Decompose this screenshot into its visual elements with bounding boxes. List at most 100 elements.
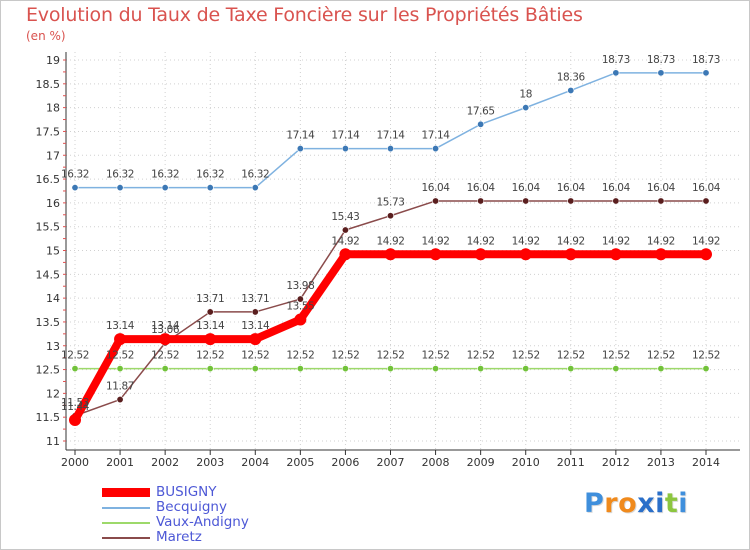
data-label-vaux-andigny: 12.52 bbox=[196, 350, 224, 362]
x-tick-label: 2005 bbox=[286, 456, 314, 469]
logo-letter: r bbox=[604, 488, 619, 519]
data-label-maretz: 15.73 bbox=[376, 197, 404, 209]
legend-swatch bbox=[102, 488, 150, 497]
data-point-maretz bbox=[522, 197, 530, 205]
data-point-busigny bbox=[339, 248, 352, 261]
data-point-busigny bbox=[700, 248, 712, 261]
y-tick-label: 19 bbox=[46, 54, 60, 67]
data-label-busigny: 13.14 bbox=[106, 320, 135, 332]
x-tick-label: 2012 bbox=[602, 456, 630, 469]
data-label-maretz: 16.04 bbox=[422, 182, 451, 194]
data-point-vaux-andigny bbox=[161, 365, 169, 373]
x-tick-label: 2011 bbox=[557, 456, 585, 469]
data-point-busigny bbox=[204, 333, 217, 346]
data-label-maretz: 13.71 bbox=[196, 293, 224, 305]
data-label-maretz: 16.04 bbox=[557, 182, 586, 194]
data-point-busigny bbox=[114, 333, 127, 346]
data-point-becquigny bbox=[477, 120, 485, 128]
data-point-vaux-andigny bbox=[612, 365, 620, 373]
data-point-becquigny bbox=[432, 145, 440, 153]
x-tick-label: 2014 bbox=[692, 456, 720, 469]
x-tick-label: 2001 bbox=[106, 456, 134, 469]
legend-label: Maretz bbox=[156, 529, 202, 545]
proxiti-logo: Proxiti bbox=[584, 488, 688, 519]
data-label-becquigny: 18.73 bbox=[602, 54, 630, 66]
data-point-busigny bbox=[69, 414, 81, 427]
data-label-becquigny: 16.32 bbox=[151, 169, 179, 181]
data-point-busigny bbox=[609, 248, 622, 261]
data-point-vaux-andigny bbox=[251, 365, 259, 373]
data-label-maretz: 13.71 bbox=[241, 293, 269, 305]
data-label-maretz: 13.06 bbox=[151, 324, 180, 336]
data-label-busigny: 13.14 bbox=[241, 320, 270, 332]
y-tick-label: 11 bbox=[46, 435, 60, 448]
data-label-vaux-andigny: 12.52 bbox=[331, 350, 359, 362]
legend-label: Vaux-Andigny bbox=[156, 514, 249, 530]
x-tick-label: 2002 bbox=[151, 456, 179, 469]
data-label-maretz: 16.04 bbox=[647, 182, 676, 194]
data-label-vaux-andigny: 12.52 bbox=[647, 350, 675, 362]
data-label-busigny: 14.92 bbox=[647, 235, 675, 247]
data-point-becquigny bbox=[116, 184, 124, 192]
data-point-vaux-andigny bbox=[71, 365, 79, 373]
legend-swatch bbox=[102, 521, 150, 524]
data-label-becquigny: 16.32 bbox=[196, 169, 224, 181]
data-point-maretz bbox=[206, 308, 214, 316]
data-label-vaux-andigny: 12.52 bbox=[602, 350, 630, 362]
data-label-vaux-andigny: 12.52 bbox=[512, 350, 540, 362]
y-tick-label: 13.5 bbox=[36, 316, 61, 329]
y-tick-label: 14 bbox=[46, 292, 60, 305]
data-label-becquigny: 16.32 bbox=[241, 169, 269, 181]
data-point-maretz bbox=[386, 212, 394, 220]
data-label-maretz: 11.53 bbox=[61, 397, 89, 409]
y-tick-label: 12.5 bbox=[36, 364, 61, 377]
legend-item: Vaux-Andigny bbox=[102, 515, 249, 530]
legend-label: Becquigny bbox=[156, 499, 227, 515]
y-tick-label: 18 bbox=[46, 102, 60, 115]
data-label-busigny: 14.92 bbox=[692, 235, 720, 247]
data-label-vaux-andigny: 12.52 bbox=[151, 350, 179, 362]
data-label-vaux-andigny: 12.52 bbox=[241, 350, 269, 362]
data-label-busigny: 14.92 bbox=[331, 235, 359, 247]
data-point-vaux-andigny bbox=[432, 365, 440, 373]
y-tick-label: 18.5 bbox=[36, 78, 61, 91]
data-point-becquigny bbox=[567, 86, 575, 94]
data-point-maretz bbox=[567, 197, 575, 205]
x-tick-label: 2004 bbox=[241, 456, 269, 469]
y-tick-label: 16.5 bbox=[36, 173, 61, 186]
logo-letter: o bbox=[618, 488, 638, 519]
data-point-busigny bbox=[249, 333, 262, 346]
logo-letter: x bbox=[637, 488, 656, 519]
data-label-busigny: 13.55 bbox=[286, 301, 314, 313]
data-point-becquigny bbox=[161, 184, 169, 192]
data-point-busigny bbox=[429, 248, 442, 261]
y-tick-label: 11.5 bbox=[36, 411, 61, 424]
x-tick-label: 2003 bbox=[196, 456, 224, 469]
legend-item: Maretz bbox=[102, 530, 249, 545]
y-tick-label: 17.5 bbox=[36, 125, 61, 138]
data-point-vaux-andigny bbox=[386, 365, 394, 373]
data-label-vaux-andigny: 12.52 bbox=[106, 350, 134, 362]
data-point-becquigny bbox=[206, 184, 214, 192]
legend-item: BUSIGNY bbox=[102, 485, 249, 500]
y-tick-label: 13 bbox=[46, 340, 60, 353]
data-label-vaux-andigny: 12.52 bbox=[422, 350, 450, 362]
data-label-becquigny: 18.73 bbox=[692, 54, 720, 66]
data-point-vaux-andigny bbox=[657, 365, 665, 373]
data-point-maretz bbox=[657, 197, 665, 205]
data-point-vaux-andigny bbox=[341, 365, 349, 373]
data-point-maretz bbox=[296, 295, 304, 303]
data-point-vaux-andigny bbox=[116, 365, 124, 373]
data-point-vaux-andigny bbox=[206, 365, 214, 373]
data-point-becquigny bbox=[612, 69, 620, 77]
data-point-vaux-andigny bbox=[567, 365, 575, 373]
legend-swatch bbox=[102, 506, 150, 509]
data-label-busigny: 14.92 bbox=[467, 235, 495, 247]
data-label-becquigny: 17.14 bbox=[422, 130, 451, 142]
data-label-becquigny: 17.14 bbox=[331, 130, 360, 142]
chart-title: Evolution du Taux de Taxe Foncière sur l… bbox=[26, 4, 583, 26]
y-tick-label: 12 bbox=[46, 387, 60, 400]
data-label-vaux-andigny: 12.52 bbox=[557, 350, 585, 362]
y-tick-label: 16 bbox=[46, 197, 60, 210]
data-point-becquigny bbox=[251, 184, 259, 192]
